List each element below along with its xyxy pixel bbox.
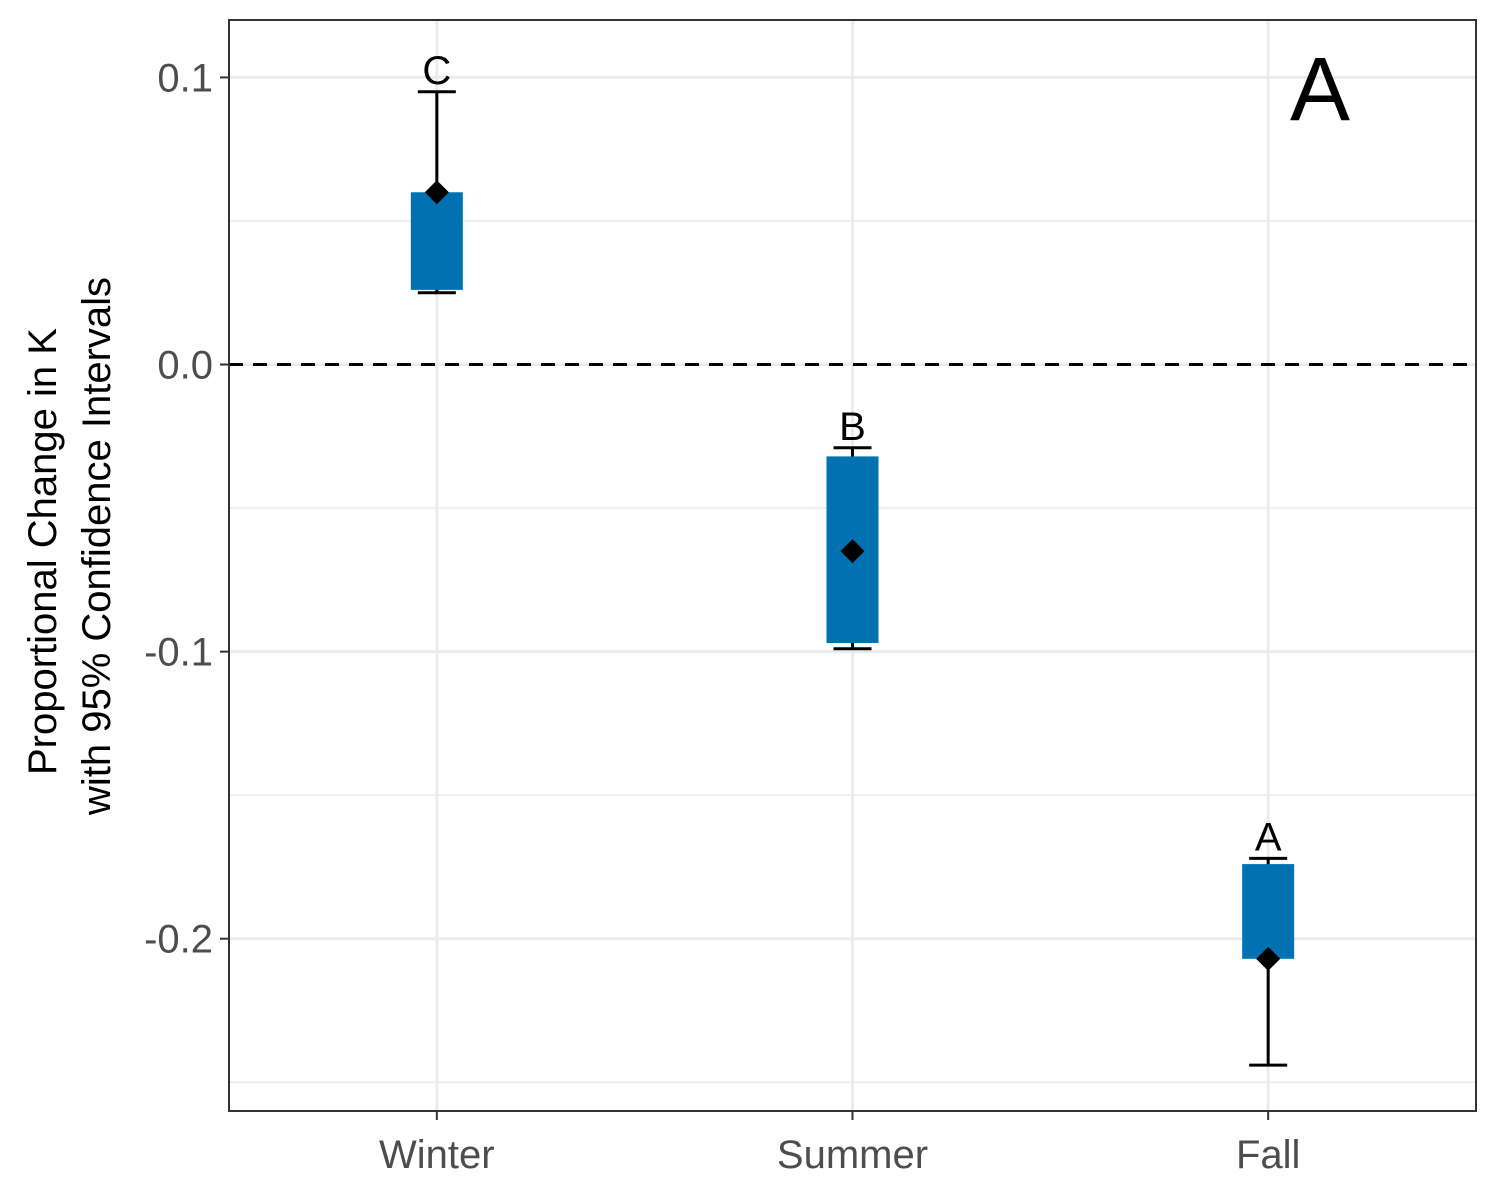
y-axis-title-line-2: with 95% Confidence Intervals xyxy=(75,277,119,816)
y-tick-label: -0.1 xyxy=(144,631,213,675)
marks-layer: C B A xyxy=(410,49,1295,1067)
group-letter-winter: C xyxy=(422,49,451,93)
panel-label: A xyxy=(1290,40,1350,140)
x-tick-label-fall: Fall xyxy=(1236,1133,1300,1177)
box-winter xyxy=(410,192,463,290)
group-letter-summer: B xyxy=(839,405,866,449)
estimate-point-winter xyxy=(424,180,449,205)
y-tick-label: 0.1 xyxy=(157,56,213,100)
estimate-point-fall xyxy=(1256,946,1281,971)
y-axis-title: Proportional Change in K with 95% Confid… xyxy=(21,277,119,816)
x-tick-label-summer: Summer xyxy=(777,1133,928,1177)
y-axis-title-line-1: Proportional Change in K xyxy=(21,328,65,775)
box-fall xyxy=(1242,864,1295,959)
estimate-point-summer xyxy=(840,539,865,564)
y-tick-label: -0.2 xyxy=(144,918,213,962)
x-tick-label-winter: Winter xyxy=(379,1133,495,1177)
group-letter-fall: A xyxy=(1255,815,1282,859)
y-tick-label: 0.0 xyxy=(157,344,213,388)
axis-layer: 0.1 0.0 -0.1 -0.2 Winter Summer Fall xyxy=(144,56,1300,1177)
